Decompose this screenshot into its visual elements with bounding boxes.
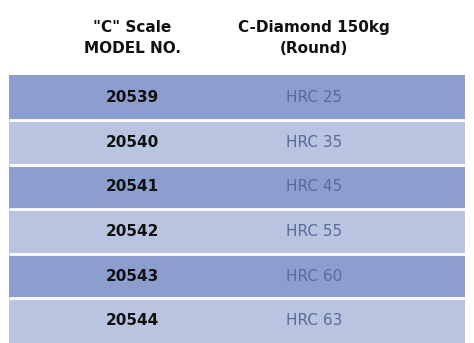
Text: 20540: 20540 bbox=[106, 135, 159, 150]
Bar bbox=[9, 298, 465, 343]
Text: HRC 60: HRC 60 bbox=[286, 269, 343, 284]
Text: 20539: 20539 bbox=[106, 90, 159, 105]
Text: HRC 35: HRC 35 bbox=[286, 135, 343, 150]
Bar bbox=[9, 165, 465, 209]
Text: C-Diamond 150kg
(Round): C-Diamond 150kg (Round) bbox=[238, 20, 390, 56]
Bar bbox=[9, 254, 465, 298]
Text: 20542: 20542 bbox=[106, 224, 159, 239]
Bar bbox=[9, 75, 465, 120]
Text: "C" Scale
MODEL NO.: "C" Scale MODEL NO. bbox=[84, 20, 181, 56]
Bar bbox=[9, 120, 465, 165]
Bar bbox=[9, 209, 465, 254]
Text: HRC 45: HRC 45 bbox=[286, 179, 342, 194]
Text: 20543: 20543 bbox=[106, 269, 159, 284]
Text: HRC 25: HRC 25 bbox=[286, 90, 342, 105]
Text: HRC 63: HRC 63 bbox=[286, 313, 343, 328]
Text: HRC 55: HRC 55 bbox=[286, 224, 342, 239]
Text: 20544: 20544 bbox=[106, 313, 159, 328]
Text: 20541: 20541 bbox=[106, 179, 159, 194]
